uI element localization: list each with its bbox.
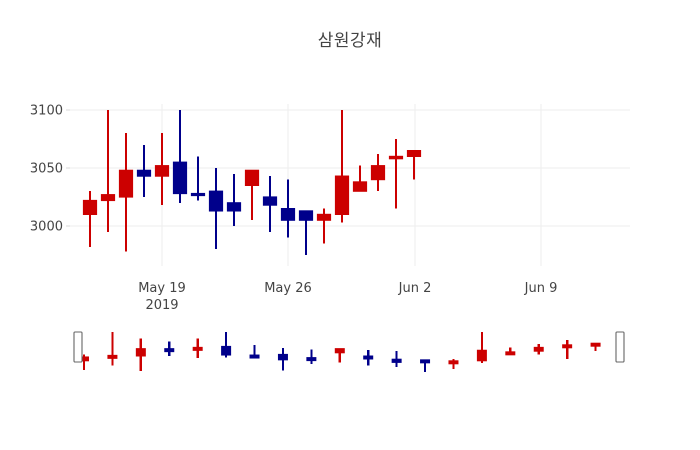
candlestick-up[interactable]: [316, 208, 332, 244]
rangeslider-candlestick-up: [334, 348, 345, 363]
candlestick-up[interactable]: [244, 169, 260, 221]
rangeslider-candlestick-up: [448, 359, 459, 369]
x-axis-tick-label: Jun 9: [524, 281, 558, 296]
candlestick-down[interactable]: [226, 173, 242, 226]
candlestick-down[interactable]: [298, 210, 314, 255]
rangeslider-candlestick-down: [164, 341, 175, 356]
y-axis-tick-label: 3100: [30, 104, 63, 119]
rangeslider-candlestick-down: [306, 349, 317, 364]
candlestick-up[interactable]: [406, 150, 422, 180]
candlestick-down[interactable]: [172, 110, 188, 203]
page-title: 삼원강재: [317, 31, 383, 51]
candlestick-up[interactable]: [82, 191, 98, 247]
rangeslider-candlestick-up: [590, 342, 601, 352]
rangeslider-candlestick-up: [135, 338, 146, 372]
rangeslider-candlestick-down: [420, 359, 431, 372]
candlestick-series[interactable]: [82, 110, 422, 255]
rangeslider-candlestick-down: [221, 332, 232, 358]
candlestick-down[interactable]: [280, 179, 296, 238]
rangeslider-left-handle[interactable]: [73, 331, 83, 363]
rangeslider-candlestick-up: [533, 344, 544, 355]
candlestick-up[interactable]: [100, 110, 116, 232]
rangeslider-right-handle[interactable]: [615, 331, 625, 363]
range-slider[interactable]: [73, 331, 625, 372]
rangeslider-candlestick-down: [249, 344, 260, 359]
candlestick-up[interactable]: [154, 133, 170, 206]
candlestick-up[interactable]: [388, 139, 404, 209]
candlestick-up[interactable]: [370, 154, 386, 192]
rangeslider-candlestick-up: [562, 340, 573, 360]
candlestick-up[interactable]: [118, 133, 134, 252]
rangeslider-candlestick-up: [192, 338, 203, 359]
y-axis-tick-label: 3050: [30, 162, 63, 177]
y-axis-ticks: 3000 3050 3100: [30, 104, 70, 235]
rangeslider-candlestick-down: [391, 351, 402, 368]
candlestick-down[interactable]: [190, 156, 206, 201]
candlestick-up[interactable]: [334, 110, 350, 223]
x-axis-tick-label: May 19: [138, 281, 186, 296]
candlestick-down[interactable]: [208, 168, 224, 250]
grid-layer: [70, 104, 630, 266]
x-axis-tick-label: Jun 2: [398, 281, 432, 296]
rangeslider-candlestick-down: [277, 348, 288, 371]
x-axis-ticks: May 19 2019 May 26 Jun 2 Jun 9: [138, 281, 557, 313]
x-axis-tick-label: May 26: [264, 281, 312, 296]
rangeslider-candlestick-up: [107, 332, 118, 366]
x-axis-tick-sublabel: 2019: [145, 298, 178, 313]
candlestick-down[interactable]: [136, 144, 152, 197]
candlestick-up[interactable]: [352, 165, 368, 192]
candlestick-down[interactable]: [262, 176, 278, 232]
rangeslider-candlestick-up: [476, 332, 487, 364]
y-axis-tick-label: 3000: [30, 220, 63, 235]
rangeslider-candlestick-up: [505, 347, 516, 356]
rangeslider-candlestick-down: [363, 350, 374, 366]
